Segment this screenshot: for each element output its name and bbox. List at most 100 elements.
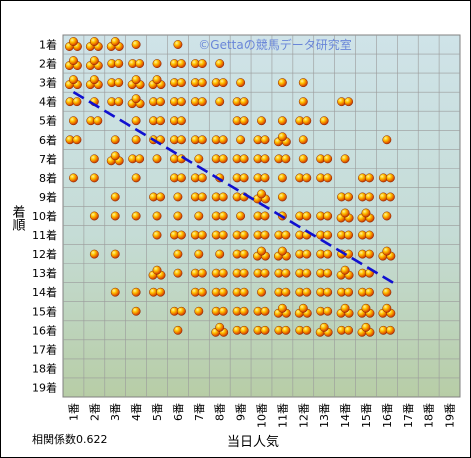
data-point [110, 151, 120, 161]
data-point [344, 325, 354, 335]
data-point [260, 325, 270, 335]
x-tick-label: 16番 [381, 403, 394, 428]
data-point [298, 303, 308, 313]
correlation-label: 相関係数0.622 [32, 433, 108, 446]
data-point [277, 132, 287, 142]
y-tick-label: 13着 [32, 266, 57, 280]
data-point [215, 249, 225, 259]
data-point [257, 287, 266, 297]
data-point [323, 306, 333, 316]
y-tick-label: 2着 [39, 57, 57, 71]
x-tick-label: 5番 [151, 403, 164, 421]
data-point [152, 211, 162, 221]
data-point [176, 306, 186, 316]
data-point [302, 211, 312, 221]
data-point [176, 173, 186, 183]
data-point [114, 97, 124, 107]
y-tick-label: 14着 [32, 285, 57, 299]
data-point [281, 287, 291, 297]
data-point [110, 211, 120, 221]
data-point [89, 56, 99, 66]
data-point [197, 173, 207, 183]
data-point [260, 306, 270, 316]
x-tick-label: 14番 [339, 403, 352, 428]
data-point [323, 211, 333, 221]
data-point [89, 75, 99, 85]
y-tick-label: 16着 [32, 323, 57, 337]
data-point [302, 268, 312, 278]
data-point [131, 135, 141, 145]
data-point [197, 192, 207, 202]
data-point [197, 268, 207, 278]
data-point [93, 116, 103, 126]
data-point [131, 211, 141, 221]
data-point [156, 192, 165, 202]
data-point [197, 135, 207, 145]
data-point [281, 268, 291, 278]
data-point [218, 268, 228, 278]
data-point [110, 249, 120, 259]
data-point [382, 246, 392, 256]
data-point [260, 268, 270, 278]
y-tick-label: 6着 [39, 133, 57, 147]
y-tick-label: 3着 [39, 76, 57, 90]
data-point [215, 97, 225, 107]
data-point [173, 192, 183, 202]
data-point [110, 192, 120, 202]
data-point [156, 116, 165, 126]
data-point [135, 59, 145, 69]
data-point [72, 135, 82, 145]
data-point [319, 116, 329, 126]
data-point [218, 135, 228, 145]
data-point [277, 246, 287, 256]
data-point [152, 265, 162, 275]
data-point [239, 325, 249, 335]
x-tick-label: 19番 [444, 403, 457, 428]
data-point [323, 249, 333, 259]
data-point [215, 322, 225, 332]
data-point [260, 230, 270, 240]
data-point [218, 211, 228, 221]
x-tick-label: 1番 [67, 403, 80, 421]
data-point [114, 59, 124, 69]
data-point [385, 173, 395, 183]
data-point [344, 97, 354, 107]
data-point [257, 116, 266, 126]
data-point [323, 287, 333, 297]
data-point [239, 306, 249, 316]
y-tick-label: 18着 [32, 361, 57, 375]
data-point [131, 306, 141, 316]
data-point [197, 78, 207, 88]
data-point [131, 287, 141, 297]
x-tick-label: 11番 [276, 403, 289, 428]
data-point [89, 249, 99, 259]
data-point [382, 211, 392, 221]
y-tick-labels: 1着 2着 3着 4着 5着 6着 7着 8着 9着 10着 11着 12着 13着 14着 15着 16着 1… [32, 38, 57, 395]
data-point [110, 287, 120, 297]
y-tick-label: 4着 [39, 95, 57, 109]
data-point [239, 154, 249, 164]
x-tick-label: 9番 [235, 403, 248, 421]
data-point [302, 249, 312, 259]
y-tick-label: 5着 [39, 114, 57, 128]
data-point [344, 287, 354, 297]
data-point [152, 75, 162, 85]
x-tick-label: 13番 [318, 403, 331, 428]
data-point [298, 135, 308, 145]
data-point [277, 173, 287, 183]
data-point [382, 287, 392, 297]
data-point [239, 97, 249, 107]
data-point [323, 154, 333, 164]
data-point [277, 303, 287, 313]
data-point [69, 56, 78, 66]
data-point [361, 322, 371, 332]
x-tick-label: 3番 [109, 403, 122, 421]
x-tick-label: 12番 [297, 403, 310, 428]
x-tick-label: 17番 [402, 403, 415, 428]
data-point [194, 306, 204, 316]
data-point [152, 59, 162, 69]
data-point [69, 75, 78, 85]
data-point [319, 322, 329, 332]
data-point [114, 78, 124, 88]
data-point [69, 116, 78, 126]
